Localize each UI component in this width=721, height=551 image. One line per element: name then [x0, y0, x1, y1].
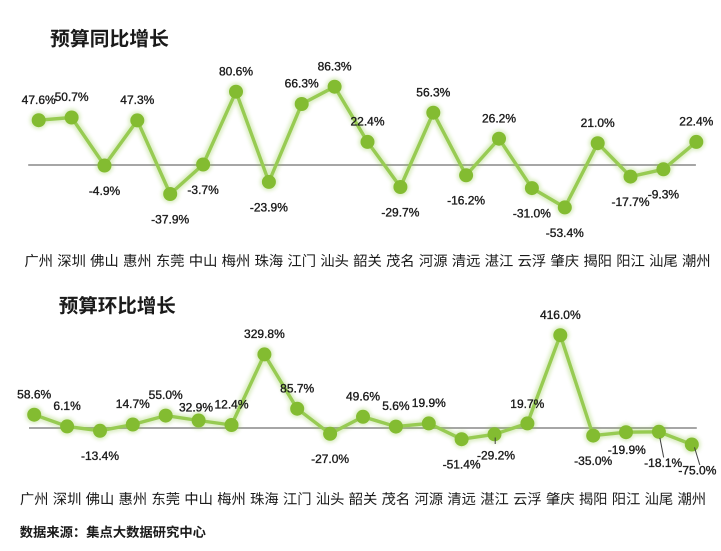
svg-text:22.4%: 22.4%	[350, 115, 384, 129]
svg-text:-16.2%: -16.2%	[447, 194, 485, 208]
svg-text:58.6%: 58.6%	[17, 387, 51, 401]
svg-text:80.6%: 80.6%	[219, 64, 253, 78]
svg-text:47.6%: 47.6%	[22, 93, 56, 107]
svg-text:12.4%: 12.4%	[214, 398, 248, 412]
svg-text:-13.4%: -13.4%	[81, 449, 119, 463]
svg-text:-3.7%: -3.7%	[187, 183, 219, 197]
svg-text:47.3%: 47.3%	[120, 93, 154, 107]
svg-text:5.6%: 5.6%	[382, 399, 410, 413]
svg-text:-18.1%: -18.1%	[644, 456, 682, 470]
svg-text:-29.7%: -29.7%	[381, 205, 419, 219]
svg-text:-51.4%: -51.4%	[443, 458, 481, 472]
svg-text:-17.7%: -17.7%	[611, 195, 649, 209]
svg-text:22.4%: 22.4%	[679, 115, 713, 129]
svg-text:-31.0%: -31.0%	[513, 207, 551, 221]
svg-text:-19.9%: -19.9%	[608, 443, 646, 457]
svg-text:86.3%: 86.3%	[318, 59, 352, 73]
svg-text:416.0%: 416.0%	[540, 308, 581, 322]
svg-text:329.8%: 329.8%	[244, 327, 285, 341]
svg-text:-35.0%: -35.0%	[574, 454, 612, 468]
svg-text:6.1%: 6.1%	[53, 399, 81, 413]
svg-text:26.2%: 26.2%	[482, 111, 516, 125]
svg-text:85.7%: 85.7%	[280, 381, 314, 395]
svg-text:-4.9%: -4.9%	[89, 184, 121, 198]
svg-text:-27.0%: -27.0%	[311, 452, 349, 466]
svg-text:21.0%: 21.0%	[581, 116, 615, 130]
svg-text:49.6%: 49.6%	[346, 389, 380, 403]
svg-text:32.9%: 32.9%	[179, 400, 213, 414]
svg-text:55.0%: 55.0%	[149, 388, 183, 402]
svg-text:50.7%: 50.7%	[55, 90, 89, 104]
svg-text:66.3%: 66.3%	[285, 77, 319, 91]
svg-text:19.7%: 19.7%	[510, 397, 544, 411]
svg-text:14.7%: 14.7%	[116, 397, 150, 411]
svg-text:-75.0%: -75.0%	[678, 463, 716, 477]
svg-text:-9.3%: -9.3%	[648, 188, 680, 202]
svg-text:-53.4%: -53.4%	[546, 226, 584, 240]
svg-text:-37.9%: -37.9%	[151, 212, 189, 226]
svg-text:-29.2%: -29.2%	[477, 449, 515, 463]
svg-text:56.3%: 56.3%	[416, 85, 450, 99]
svg-text:19.9%: 19.9%	[412, 396, 446, 410]
svg-text:-23.9%: -23.9%	[250, 200, 288, 214]
